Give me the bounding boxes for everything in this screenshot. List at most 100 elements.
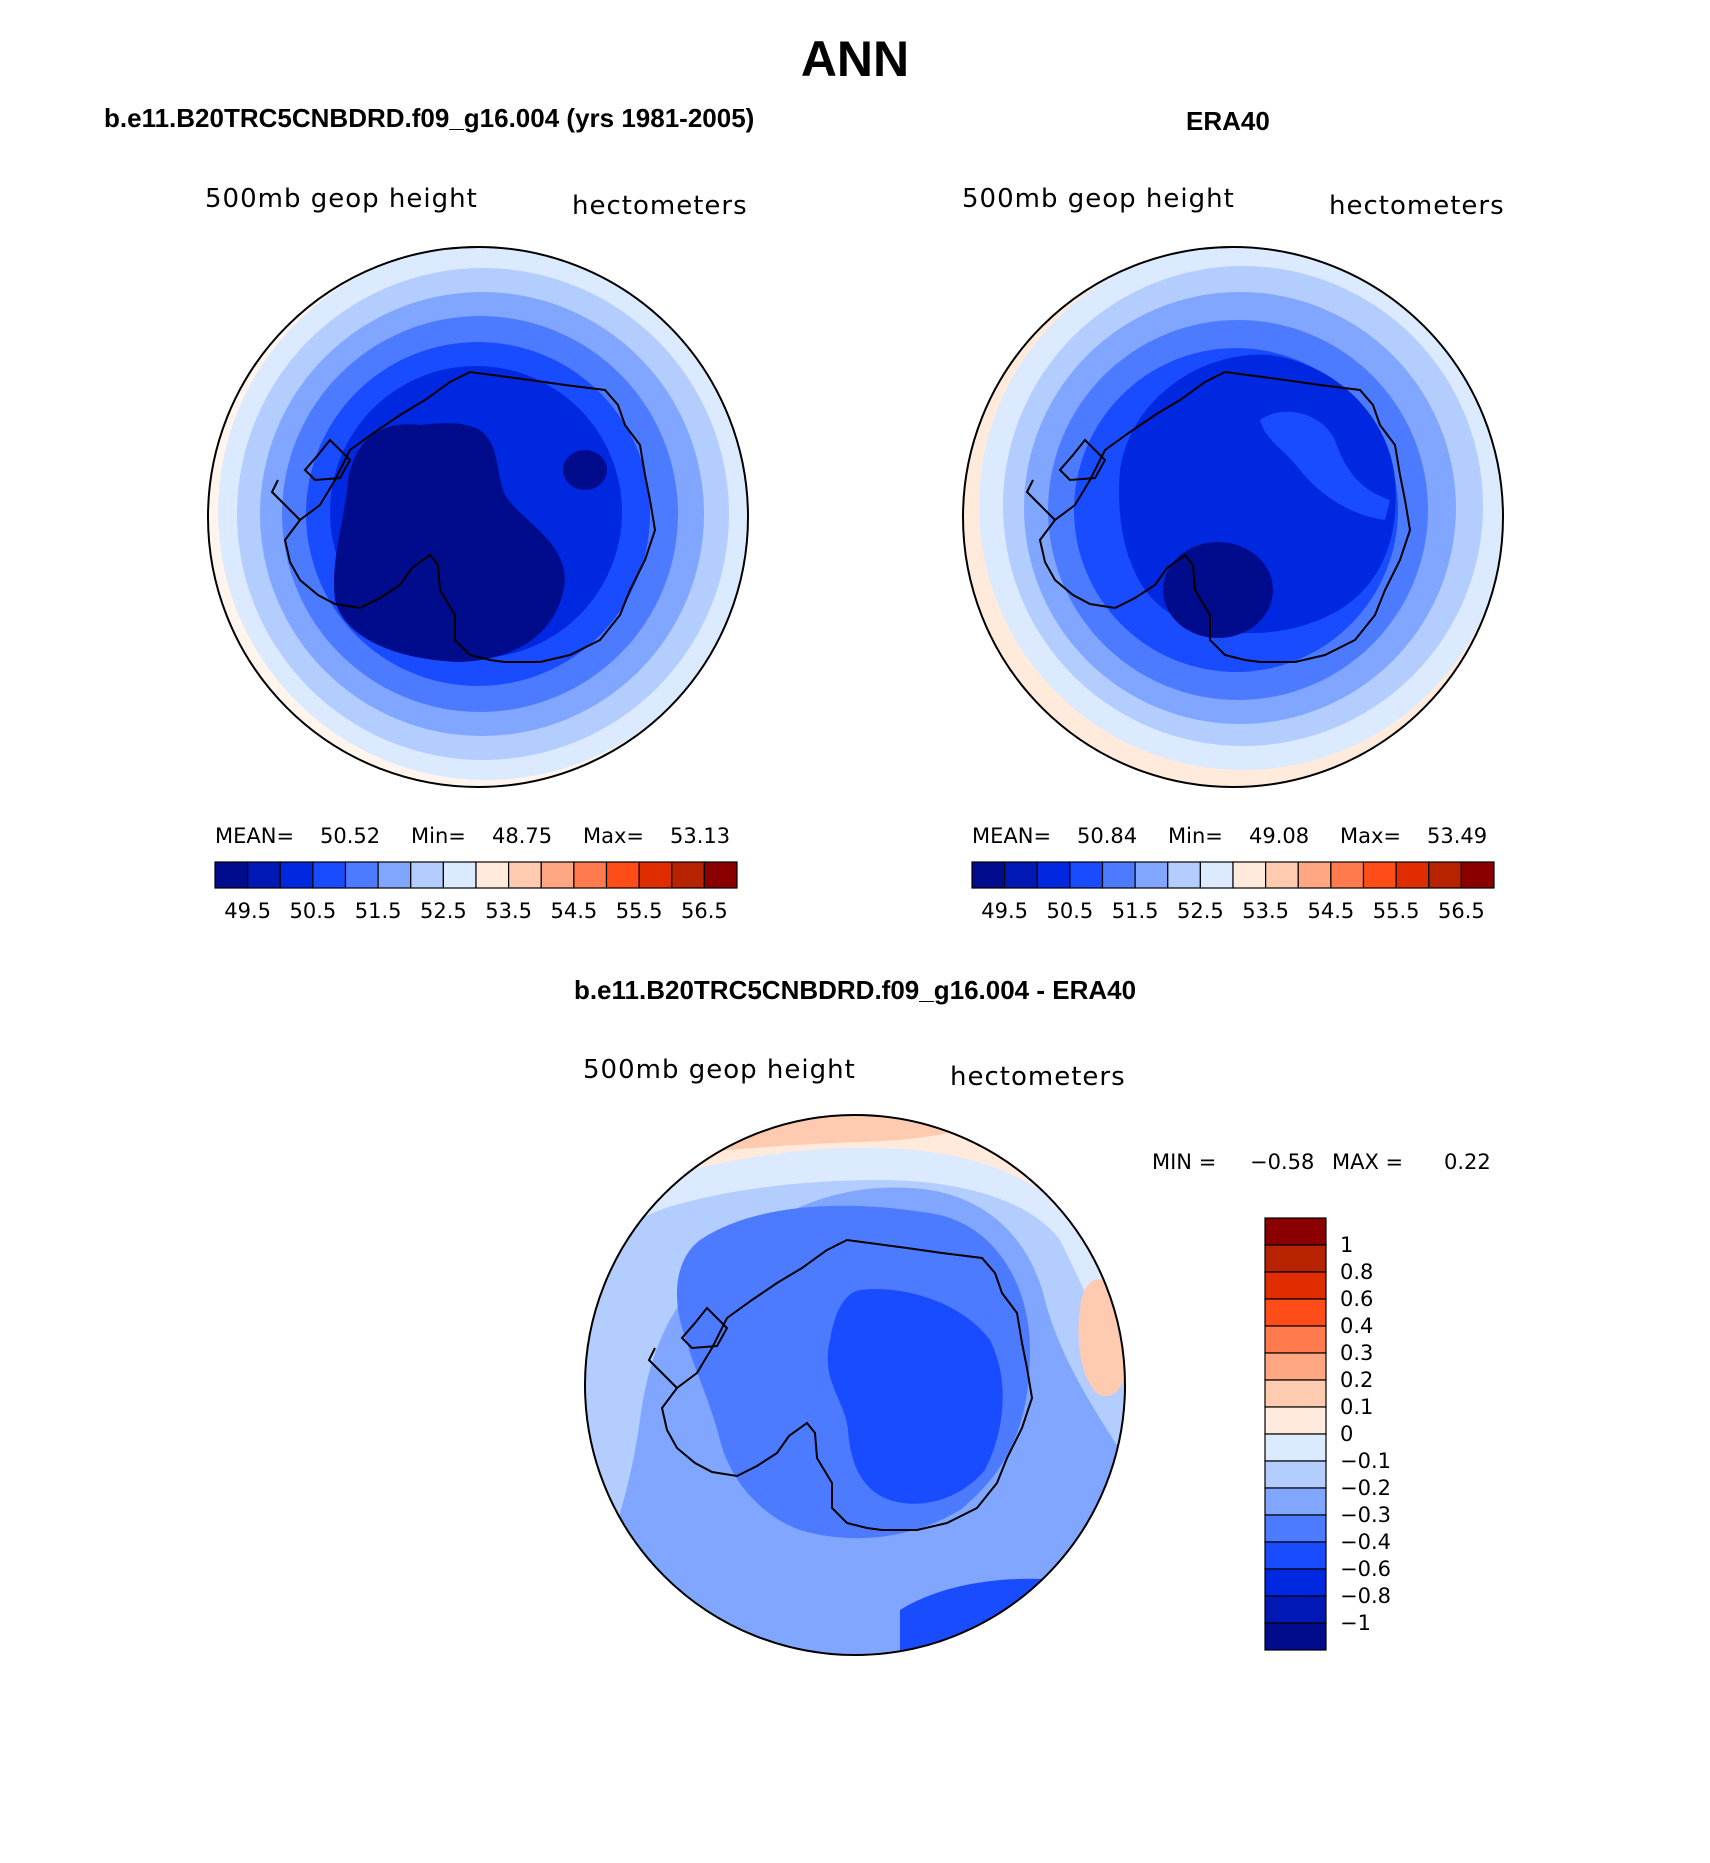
colorbar-box [1199, 861, 1234, 889]
colorbar-label: 53.5 [485, 899, 532, 923]
colorbar-box [1264, 1379, 1327, 1408]
model-map [207, 246, 749, 788]
diff-units-label: hectometers [950, 1062, 1126, 1092]
min-label: Min= [1168, 824, 1223, 848]
model-field-label: 500mb geop height [205, 184, 478, 214]
colorbar-box [1036, 861, 1071, 889]
antarctica-coastline [1025, 370, 1412, 663]
colorbar-box [971, 861, 1006, 889]
min-label: Min= [411, 824, 466, 848]
colorbar-box [1264, 1244, 1327, 1273]
colorbar-box [540, 861, 575, 889]
colorbar-box [1264, 1406, 1327, 1435]
colorbar-box [605, 861, 640, 889]
colorbar-label: 56.5 [1438, 899, 1485, 923]
colorbar-box [475, 861, 510, 889]
colorbar-box [1264, 1595, 1327, 1624]
min-value: −0.58 [1250, 1150, 1315, 1174]
colorbar-label: −1 [1340, 1611, 1371, 1635]
colorbar-box [638, 861, 673, 889]
colorbar-box [1265, 861, 1299, 889]
colorbar-box [247, 861, 281, 889]
colorbar-label: 55.5 [616, 899, 663, 923]
colorbar-box [703, 861, 738, 889]
diff-field-label: 500mb geop height [583, 1055, 856, 1085]
colorbar-box [377, 861, 412, 889]
colorbar-box [1264, 1568, 1327, 1597]
colorbar-box [312, 861, 347, 889]
model-stats: MEAN= 50.52 Min= 48.75 Max= 53.13 [215, 824, 745, 852]
colorbar-label: −0.8 [1340, 1584, 1391, 1608]
colorbar-box [1069, 861, 1104, 889]
colorbar-label: 52.5 [1177, 899, 1224, 923]
diff-stats: MIN = −0.58 MAX = 0.22 [1152, 1150, 1512, 1178]
colorbar-box [1460, 861, 1495, 889]
obs-field-label: 500mb geop height [962, 184, 1235, 214]
colorbar-label: 51.5 [1112, 899, 1159, 923]
obs-panel-title: ERA40 [1186, 106, 1270, 136]
colorbar-box [410, 861, 444, 889]
colorbar-label: 1 [1340, 1233, 1353, 1257]
colorbar-label: −0.6 [1340, 1557, 1391, 1581]
colorbar-box [1395, 861, 1430, 889]
colorbar-box [1264, 1271, 1327, 1300]
colorbar-box [1232, 861, 1267, 889]
colorbar-box [671, 861, 705, 889]
mean-value: 50.52 [320, 824, 381, 848]
model-units-label: hectometers [572, 191, 748, 221]
colorbar-box [1330, 861, 1365, 889]
colorbar-label: 55.5 [1373, 899, 1420, 923]
colorbar-label: 54.5 [550, 899, 597, 923]
colorbar-box [1297, 861, 1332, 889]
colorbar-box [1264, 1514, 1327, 1543]
diff-panel-title: b.e11.B20TRC5CNBDRD.f09_g16.004 - ERA40 [573, 975, 1137, 1005]
mean-label: MEAN= [215, 824, 295, 848]
colorbar-label: 0.1 [1340, 1395, 1373, 1419]
colorbar-label: 51.5 [355, 899, 402, 923]
colorbar-label: 0.2 [1340, 1368, 1373, 1392]
max-label: Max= [1340, 824, 1402, 848]
mean-label: MEAN= [972, 824, 1052, 848]
colorbar-label: −0.4 [1340, 1530, 1391, 1554]
obs-units-label: hectometers [1329, 191, 1505, 221]
colorbar-label: −0.1 [1340, 1449, 1391, 1473]
diff-map [584, 1114, 1126, 1656]
colorbar-box [1264, 1541, 1327, 1570]
colorbar-box [1264, 1298, 1327, 1327]
colorbar-label: 0.6 [1340, 1287, 1373, 1311]
max-value: 53.49 [1427, 824, 1488, 848]
colorbar-label: 56.5 [681, 899, 728, 923]
colorbar-box [1004, 861, 1038, 889]
obs-map [962, 246, 1504, 788]
colorbar-box [1134, 861, 1169, 889]
max-label: Max= [583, 824, 645, 848]
colorbar-label: 50.5 [1046, 899, 1093, 923]
colorbar-label: 53.5 [1242, 899, 1289, 923]
colorbar-box [1264, 1325, 1327, 1354]
colorbar-box [508, 861, 542, 889]
diff-colorbar: 1 0.8 0.6 0.4 0.3 0.2 0.1 0 −0.1 −0.2 −0.3 −0.4 −0.6… [1264, 1217, 1391, 1651]
colorbar-box [1167, 861, 1201, 889]
colorbar-box [1264, 1487, 1327, 1516]
colorbar-label: 49.5 [224, 899, 271, 923]
colorbar-box [1264, 1433, 1327, 1462]
colorbar-box [1264, 1622, 1327, 1651]
colorbar-box [214, 861, 249, 889]
colorbar-label: 50.5 [289, 899, 336, 923]
min-value: 49.08 [1249, 824, 1310, 848]
mean-value: 50.84 [1077, 824, 1138, 848]
colorbar-box [573, 861, 608, 889]
colorbar-box [1264, 1460, 1327, 1489]
max-value: 53.13 [670, 824, 731, 848]
colorbar-label: 0 [1340, 1422, 1353, 1446]
obs-stats: MEAN= 50.84 Min= 49.08 Max= 53.49 [972, 824, 1502, 852]
colorbar-box [344, 861, 379, 889]
model-panel-title: b.e11.B20TRC5CNBDRD.f09_g16.004 (yrs 198… [104, 103, 755, 133]
min-label: MIN = [1152, 1150, 1217, 1174]
colorbar-box [1101, 861, 1136, 889]
colorbar-box [1362, 861, 1397, 889]
colorbar-label: 0.8 [1340, 1260, 1373, 1284]
model-colorbar: 49.5 50.5 51.5 52.5 53.5 54.5 55.5 56.5 [214, 861, 738, 923]
colorbar-label: −0.2 [1340, 1476, 1391, 1500]
colorbar-label: 49.5 [981, 899, 1028, 923]
